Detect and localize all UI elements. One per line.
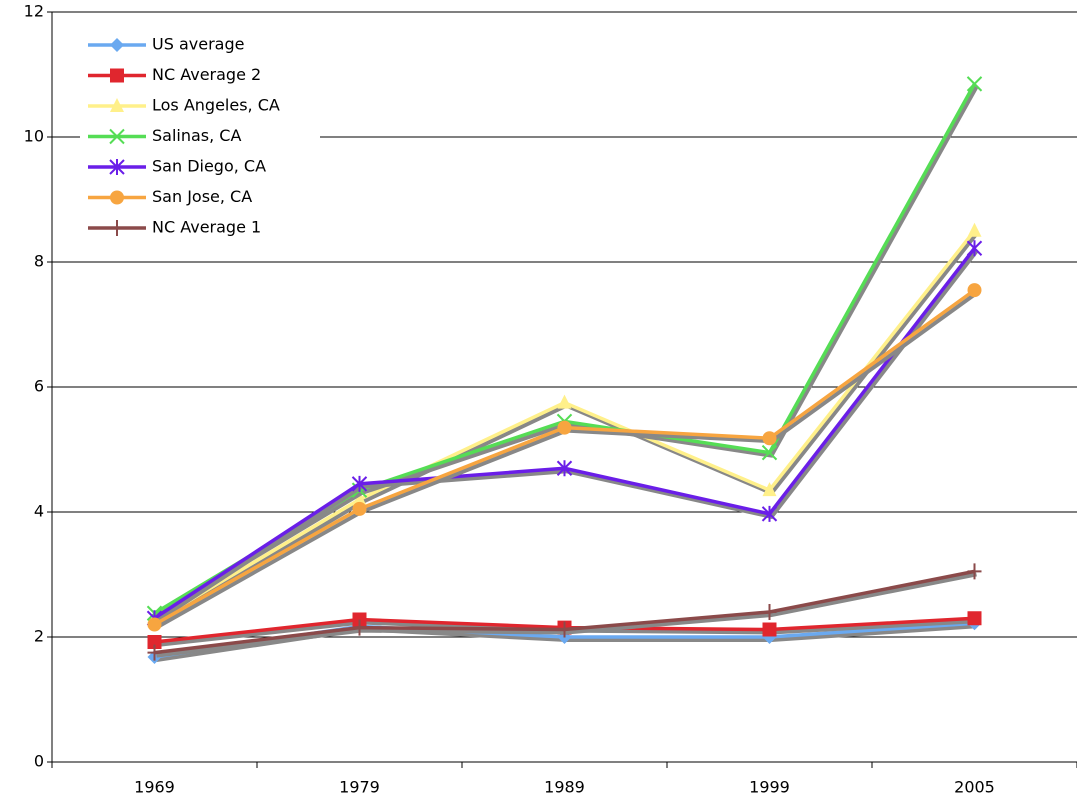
legend-marker bbox=[110, 190, 124, 205]
x-tick-label: 1989 bbox=[544, 778, 585, 797]
legend-label: Salinas, CA bbox=[152, 126, 241, 145]
data-point bbox=[967, 611, 982, 626]
y-tick-label: 0 bbox=[34, 752, 44, 771]
data-point bbox=[762, 604, 777, 620]
data-point bbox=[762, 482, 777, 497]
y-tick-label: 10 bbox=[24, 127, 44, 146]
data-point bbox=[147, 635, 162, 649]
y-tick-label: 8 bbox=[34, 252, 44, 271]
legend-marker bbox=[110, 98, 124, 112]
legend-label: US average bbox=[152, 35, 244, 54]
data-point bbox=[967, 222, 982, 237]
y-tick-label: 6 bbox=[34, 377, 44, 396]
y-tick-label: 4 bbox=[34, 502, 44, 521]
data-point bbox=[352, 501, 367, 516]
data-point bbox=[147, 617, 162, 632]
data-point bbox=[966, 240, 983, 257]
line-shadow bbox=[156, 572, 977, 658]
legend-marker bbox=[109, 128, 125, 145]
legend-marker bbox=[109, 159, 125, 175]
data-point bbox=[147, 644, 162, 661]
legend-label: San Jose, CA bbox=[152, 187, 252, 206]
x-tick-label: 1979 bbox=[339, 778, 380, 797]
data-point bbox=[557, 394, 572, 409]
legend-marker bbox=[110, 68, 124, 83]
legend-label: NC Average 2 bbox=[152, 65, 261, 84]
data-point bbox=[352, 612, 367, 627]
y-tick-label: 2 bbox=[34, 627, 44, 646]
legend-label: Los Angeles, CA bbox=[152, 96, 280, 115]
legend-marker bbox=[110, 220, 124, 236]
data-point bbox=[557, 420, 572, 435]
x-tick-label: 2005 bbox=[954, 778, 995, 797]
y-tick-label: 12 bbox=[24, 2, 44, 21]
data-point bbox=[967, 283, 982, 298]
data-point bbox=[556, 460, 573, 477]
data-point bbox=[762, 431, 777, 446]
data-point bbox=[967, 563, 982, 580]
data-point bbox=[351, 475, 368, 492]
data-point bbox=[352, 491, 367, 506]
data-point bbox=[352, 619, 367, 636]
line-shadow bbox=[155, 291, 978, 630]
legend-label: NC Average 1 bbox=[152, 218, 261, 237]
data-point bbox=[762, 622, 777, 637]
data-point bbox=[761, 505, 778, 522]
legend-marker bbox=[110, 38, 124, 52]
data-point bbox=[966, 76, 983, 92]
data-point bbox=[761, 444, 778, 461]
legend-label: San Diego, CA bbox=[152, 157, 266, 176]
x-tick-label: 1969 bbox=[134, 778, 175, 797]
data-point bbox=[557, 621, 572, 638]
x-tick-label: 1999 bbox=[749, 778, 790, 797]
series-line bbox=[153, 288, 976, 627]
